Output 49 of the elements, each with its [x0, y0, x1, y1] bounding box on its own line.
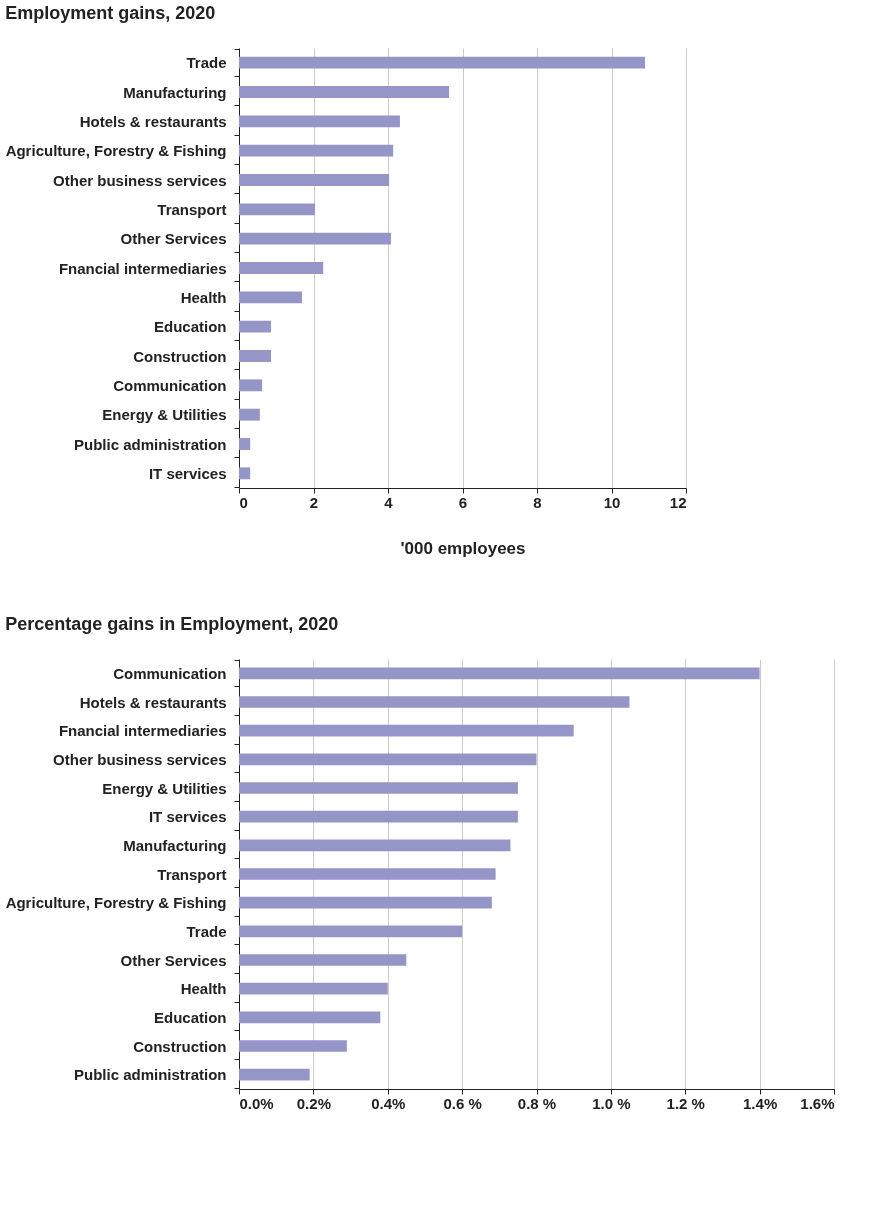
y-tick-label: Agriculture, Forestry & Fishing [5, 894, 227, 912]
y-tick-label: Manufacturing [123, 83, 227, 101]
y-tick-label: Public administration [73, 1066, 227, 1084]
x-tick-label: 0.0% [239, 1094, 274, 1112]
x-tick-label: 6 [458, 493, 468, 511]
y-tick-label: Public administration [73, 435, 227, 453]
x-tick-label: 8 [533, 493, 542, 511]
y-tick-label: Communication [113, 376, 227, 394]
y-tick-label: Transport [157, 200, 227, 218]
y-tick-label: Health [180, 980, 227, 998]
chart-title: Employment gains, 2020 [5, 3, 216, 23]
y-tick-label: Construction [133, 347, 227, 365]
y-tick-label: Other Services [120, 230, 227, 248]
y-tick-label: Health [180, 288, 227, 306]
x-tick-label: 1.4% [743, 1094, 778, 1112]
x-tick-label: 1.0 % [592, 1094, 631, 1112]
y-tick-label: Education [153, 318, 227, 336]
y-tick-label: Construction [133, 1037, 227, 1055]
y-tick-label: Energy & Utilities [102, 406, 227, 424]
x-tick-label: 0 [239, 493, 248, 511]
x-tick-label: 1.6% [800, 1094, 835, 1112]
y-tick-label: Hotels & restaurants [79, 693, 227, 711]
y-tick-label: Fnancial intermediaries [58, 259, 227, 277]
y-tick-label: Trade [186, 922, 227, 940]
y-tick-label: Energy & Utilities [102, 779, 227, 797]
x-tick-label: 10 [603, 493, 621, 511]
chart-title: Percentage gains in Employment, 2020 [5, 614, 339, 634]
x-tick-label: 0.2% [296, 1094, 331, 1112]
y-tick-label: Hotels & restaurants [79, 112, 227, 130]
x-tick-label: 1.2 % [666, 1094, 705, 1112]
x-axis-title: '000 employees [400, 538, 526, 558]
x-tick-label: 2 [309, 493, 319, 511]
x-tick-label: 0.4% [371, 1094, 406, 1112]
x-tick-label: 0.6 % [443, 1094, 482, 1112]
y-tick-label: Communication [113, 664, 227, 682]
x-tick-label: 0.8 % [517, 1094, 557, 1112]
y-tick-label: Other business services [53, 171, 227, 189]
y-tick-label: IT services [148, 808, 227, 826]
y-tick-label: Education [153, 1008, 227, 1026]
y-tick-label: Manufacturing [123, 836, 227, 854]
x-tick-label: 4 [384, 493, 394, 511]
y-tick-label: Transport [157, 865, 227, 883]
y-tick-label: Agriculture, Forestry & Fishing [5, 142, 227, 160]
x-tick-label: 12 [669, 493, 687, 511]
y-tick-label: Trade [186, 54, 227, 72]
y-tick-label: IT services [148, 464, 227, 482]
y-tick-label: Other Services [120, 951, 227, 969]
y-tick-label: Fnancial intermediaries [58, 722, 227, 740]
y-tick-label: Other business services [53, 750, 227, 768]
